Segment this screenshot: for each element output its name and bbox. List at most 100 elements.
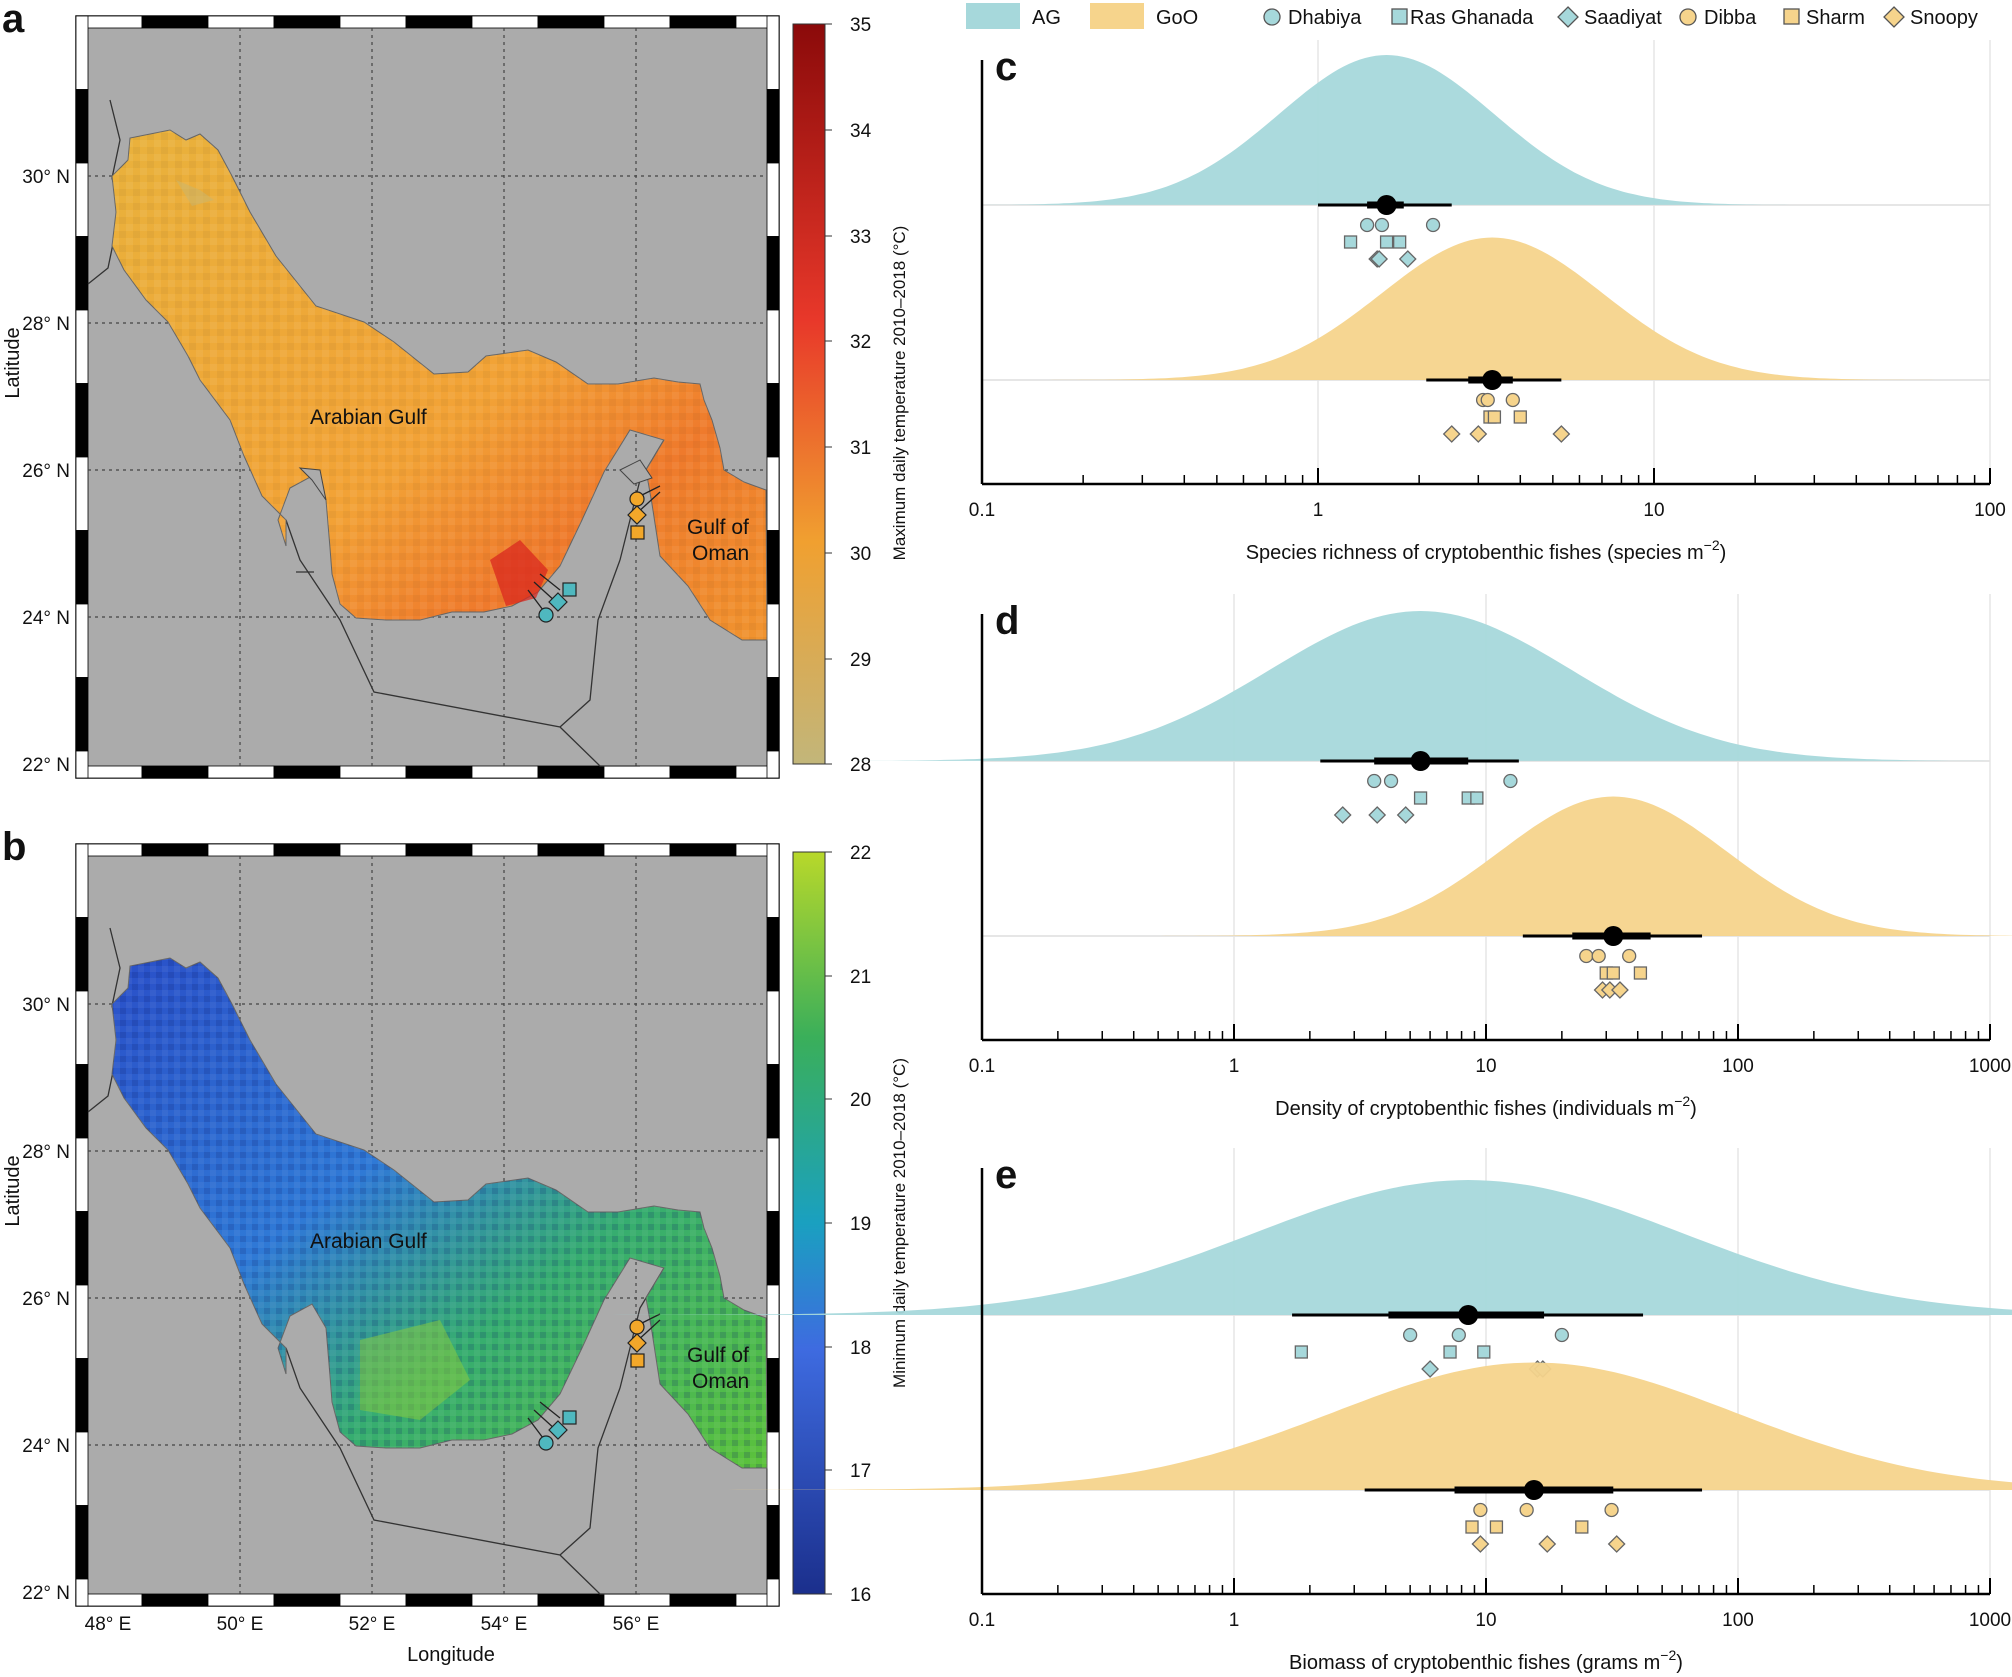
map-a-hotspot bbox=[490, 540, 548, 606]
frame-tick-right bbox=[766, 89, 780, 164]
map-b-site-ras-ghanada bbox=[562, 1410, 577, 1425]
cb-a-tick: 33 bbox=[850, 227, 871, 248]
point-snoopy bbox=[1538, 1535, 1557, 1553]
point-ras-ghanada bbox=[1443, 1345, 1457, 1359]
legend-label-dibba: Dibba bbox=[1704, 7, 1757, 29]
frame-tick-top bbox=[273, 15, 341, 29]
frame-tick-bottom bbox=[141, 1593, 209, 1607]
map-b-sites bbox=[527, 1313, 661, 1451]
x-axis-label-tail: ) bbox=[1676, 1652, 1683, 1674]
frame-tick-left bbox=[75, 309, 89, 384]
frame-tick-left bbox=[75, 750, 89, 779]
cb-b-tick: 19 bbox=[850, 1214, 871, 1235]
map-a-label-arabian-gulf: Arabian Gulf bbox=[310, 406, 427, 429]
point-dhabiya bbox=[1359, 217, 1375, 233]
x-tick-label: 0.1 bbox=[969, 500, 995, 521]
map-b-lat-ticks: 30° N 28° N 26° N 24° N 22° N bbox=[22, 995, 70, 1604]
frame-tick-left bbox=[75, 530, 89, 605]
map-a-label-gulf-of: Gulf of bbox=[687, 516, 749, 539]
point-saadiyat bbox=[1370, 250, 1389, 268]
point-dibba bbox=[1604, 1502, 1619, 1518]
frame-tick-bottom bbox=[339, 1593, 407, 1607]
cb-b-tick: 17 bbox=[850, 1461, 871, 1482]
frame-tick-bottom bbox=[537, 1593, 605, 1607]
point-ras-ghanada bbox=[1477, 1345, 1491, 1359]
density-goo bbox=[1159, 796, 2012, 936]
x-tick-label: 0.1 bbox=[969, 1056, 995, 1077]
frame-tick-top bbox=[339, 843, 407, 857]
colorbar-b-ticklines bbox=[825, 851, 832, 1595]
frame-tick-bottom bbox=[273, 765, 341, 779]
point-dhabiya bbox=[1451, 1327, 1466, 1343]
map-a-sites bbox=[527, 485, 661, 623]
point-snoopy bbox=[1611, 981, 1629, 999]
frame-tick-right bbox=[766, 843, 780, 918]
legend-label-saadiyat: Saadiyat bbox=[1584, 7, 1662, 29]
point-dhabiya bbox=[1425, 217, 1441, 233]
map-a-label-oman: Oman bbox=[692, 542, 749, 565]
x-tick-label: 10 bbox=[1475, 1610, 1496, 1631]
point-dibba bbox=[1519, 1502, 1534, 1518]
cb-a-tick: 32 bbox=[850, 332, 871, 353]
frame-tick-left bbox=[75, 456, 89, 531]
map-a-site-ras-ghanada bbox=[562, 582, 577, 597]
cb-b-tick: 21 bbox=[850, 967, 871, 988]
point-sharm bbox=[1606, 966, 1620, 980]
frame-tick-top bbox=[207, 15, 275, 29]
frame-tick-top bbox=[141, 15, 209, 29]
panel-label-a: a bbox=[2, 0, 25, 41]
colorbar-a-ticks: 35 34 33 32 31 30 29 28 bbox=[850, 15, 872, 776]
point-dibba bbox=[1622, 948, 1637, 964]
frame-tick-right bbox=[766, 990, 780, 1065]
x-axis-label-exponent: −2 bbox=[1674, 1093, 1690, 1109]
point-dibba bbox=[1480, 392, 1495, 408]
mean-point-goo bbox=[1603, 926, 1624, 946]
legend-label-goo: GoO bbox=[1156, 7, 1198, 29]
point-dibba bbox=[1473, 1502, 1488, 1518]
frame-tick-right bbox=[766, 456, 780, 531]
frame-tick-right bbox=[766, 309, 780, 384]
x-axis-label-main: Species richness of cryptobenthic fishes… bbox=[1246, 542, 1704, 564]
frame-tick-top bbox=[273, 843, 341, 857]
point-ras-ghanada bbox=[1413, 791, 1428, 805]
frame-tick-right bbox=[766, 1505, 780, 1580]
map-b-xlabel: Longitude bbox=[407, 1644, 495, 1666]
map-b: b bbox=[2, 825, 909, 1666]
frame-tick-left bbox=[75, 1505, 89, 1580]
map-a-site-dibba bbox=[629, 491, 645, 507]
point-dibba bbox=[1505, 392, 1520, 408]
frame-tick-bottom bbox=[273, 1593, 341, 1607]
point-ras-ghanada bbox=[1393, 235, 1407, 249]
frame-tick-bottom bbox=[339, 765, 407, 779]
x-tick-label: 100 bbox=[1974, 500, 2006, 521]
frame-tick-left bbox=[75, 1358, 89, 1433]
map-b-label-gulf-of: Gulf of bbox=[687, 1344, 749, 1367]
frame-tick-right bbox=[766, 750, 780, 779]
frame-tick-bottom bbox=[603, 1593, 671, 1607]
frame-tick-right bbox=[766, 162, 780, 237]
legend-label-ras-ghanada: Ras Ghanada bbox=[1410, 7, 1534, 29]
map-a-lat-tick: 26° N bbox=[22, 461, 70, 482]
cb-a-tick: 28 bbox=[850, 755, 871, 776]
map-a-lat-tick: 28° N bbox=[22, 314, 70, 335]
map-a-lat-tick: 30° N bbox=[22, 167, 70, 188]
legend-marker-sharm bbox=[1783, 8, 1800, 25]
map-b-lon-tick: 52° E bbox=[349, 1614, 396, 1635]
frame-tick-right bbox=[766, 236, 780, 311]
density-goo bbox=[727, 1362, 2012, 1490]
colorbar-a bbox=[792, 23, 826, 765]
frame-tick-left bbox=[75, 1064, 89, 1139]
x-tick-label: 0.1 bbox=[969, 1610, 995, 1631]
point-dibba bbox=[1591, 948, 1606, 964]
legend-marker-dhabiya bbox=[1263, 8, 1281, 26]
map-b-lon-tick: 50° E bbox=[217, 1614, 264, 1635]
legend-label-ag: AG bbox=[1032, 7, 1061, 29]
mean-point-goo bbox=[1482, 370, 1503, 390]
map-b-site-dhabiya bbox=[538, 1435, 554, 1451]
frame-tick-right bbox=[766, 1284, 780, 1359]
map-b-label-arabian-gulf: Arabian Gulf bbox=[310, 1230, 427, 1253]
point-sharm bbox=[1489, 1520, 1504, 1534]
map-a-sea-texture bbox=[112, 130, 767, 640]
map-a: a bbox=[2, 0, 909, 779]
colorbar-a-ticklines bbox=[825, 23, 832, 765]
